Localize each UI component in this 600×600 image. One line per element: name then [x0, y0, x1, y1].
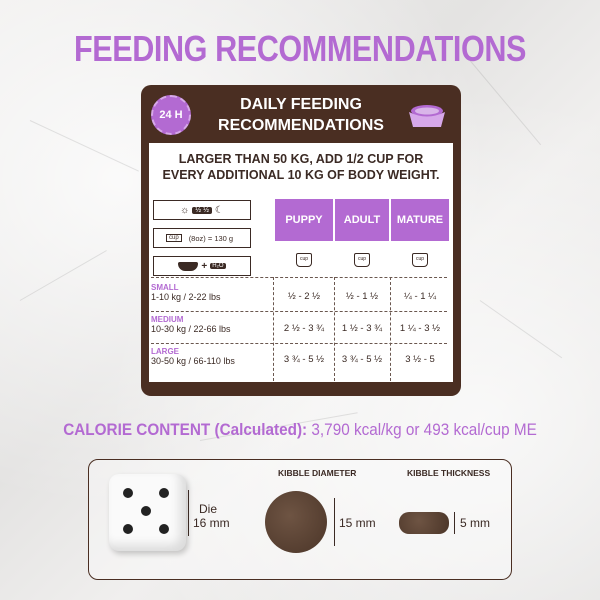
kibble-thickness-value: 5 mm: [460, 516, 490, 530]
size-label: SMALL: [151, 283, 179, 292]
weight-note-line2: EVERY ADDITIONAL 10 KG OF BODY WEIGHT.: [162, 168, 440, 182]
die-size: 16 mm: [193, 516, 230, 530]
feeding-panel: 24 H DAILY FEEDING RECOMMENDATIONS LARGE…: [141, 85, 461, 396]
panel-heading-line2: RECOMMENDATIONS: [218, 117, 384, 134]
table-cell: ½ - 1 ½: [345, 291, 379, 302]
legend-cup: cup (8oz) = 130 g: [153, 228, 251, 248]
panel-header: 24 H DAILY FEEDING RECOMMENDATIONS: [141, 85, 461, 145]
column-adult: ADULT: [335, 199, 389, 241]
kibble-diameter-title: KIBBLE DIAMETER: [278, 468, 357, 478]
cup-icon-adult: cup: [354, 253, 370, 267]
table-cell: ½ - 2 ½: [287, 291, 321, 302]
water-icon: H₂O: [210, 263, 226, 269]
column-puppy: PUPPY: [275, 199, 333, 241]
panel-heading: DAILY FEEDING RECOMMENDATIONS: [191, 94, 411, 136]
size-row-medium: MEDIUM 10-30 kg / 22-66 lbs: [151, 315, 266, 334]
panel-heading-line1: DAILY FEEDING: [240, 96, 362, 113]
die-icon: [109, 474, 186, 551]
column-mature: MATURE: [391, 199, 449, 241]
panel-body: LARGER THAN 50 KG, ADD 1/2 CUP FOR EVERY…: [149, 143, 453, 382]
table-cell: 3 ¾ - 5 ½: [283, 354, 325, 365]
calorie-label: CALORIE CONTENT (Calculated):: [63, 420, 308, 439]
kibble-side-view: [399, 512, 449, 534]
size-label: LARGE: [151, 347, 179, 356]
cup-icon-puppy: cup: [296, 253, 312, 267]
cup-icon-mature: cup: [412, 253, 428, 267]
legend-day-night: ☼ ½ ½ ☾: [153, 200, 251, 220]
table-cell: 2 ½ - 3 ¾: [283, 323, 325, 334]
kibble-size-panel: Die 16 mm KIBBLE DIAMETER 15 mm KIBBLE T…: [88, 459, 512, 580]
sun-icon: ☼: [180, 204, 190, 216]
calorie-content: CALORIE CONTENT (Calculated): 3,790 kcal…: [30, 420, 570, 440]
cup-icon: cup: [166, 234, 182, 242]
plus-sign: +: [201, 260, 208, 272]
page-title: FEEDING RECOMMENDATIONS: [73, 28, 527, 69]
dog-bowl-icon: [409, 105, 445, 127]
moon-icon: ☾: [214, 204, 224, 216]
table-cell: 1 ¼ - 3 ½: [399, 323, 441, 334]
die-label: Die 16 mm: [193, 502, 233, 530]
kibble-diameter-value: 15 mm: [339, 516, 376, 530]
legend-water: + H₂O: [153, 256, 251, 276]
24h-clock-icon: 24 H: [151, 95, 191, 135]
kibble-top-view: [265, 491, 327, 553]
calorie-value: 3,790 kcal/kg or 493 kcal/cup ME: [311, 420, 537, 439]
table-cell: ¼ - 1 ¼: [403, 291, 437, 302]
kibble-thickness-title: KIBBLE THICKNESS: [407, 468, 491, 478]
size-row-small: SMALL 1-10 kg / 2-22 lbs: [151, 283, 266, 302]
size-label: MEDIUM: [151, 315, 184, 324]
weight-note-line1: LARGER THAN 50 KG, ADD 1/2 CUP FOR: [178, 152, 424, 166]
die-label-text: Die: [199, 502, 218, 516]
size-row-large: LARGE 30-50 kg / 66-110 lbs: [151, 347, 266, 366]
size-range: 1-10 kg / 2-22 lbs: [151, 292, 221, 302]
table-cell: 3 ½ - 5: [405, 354, 435, 365]
weight-note: LARGER THAN 50 KG, ADD 1/2 CUP FOR EVERY…: [149, 151, 453, 183]
table-cell: 3 ¾ - 5 ½: [341, 354, 383, 365]
food-bowl-icon: [178, 261, 199, 271]
size-range: 30-50 kg / 66-110 lbs: [151, 356, 235, 366]
table-cell: 1 ½ - 3 ¾: [341, 323, 383, 334]
halves-icon: ½ ½: [192, 206, 212, 214]
cup-weight-text: (8oz) = 130 g: [188, 233, 234, 243]
size-range: 10-30 kg / 22-66 lbs: [151, 324, 231, 334]
